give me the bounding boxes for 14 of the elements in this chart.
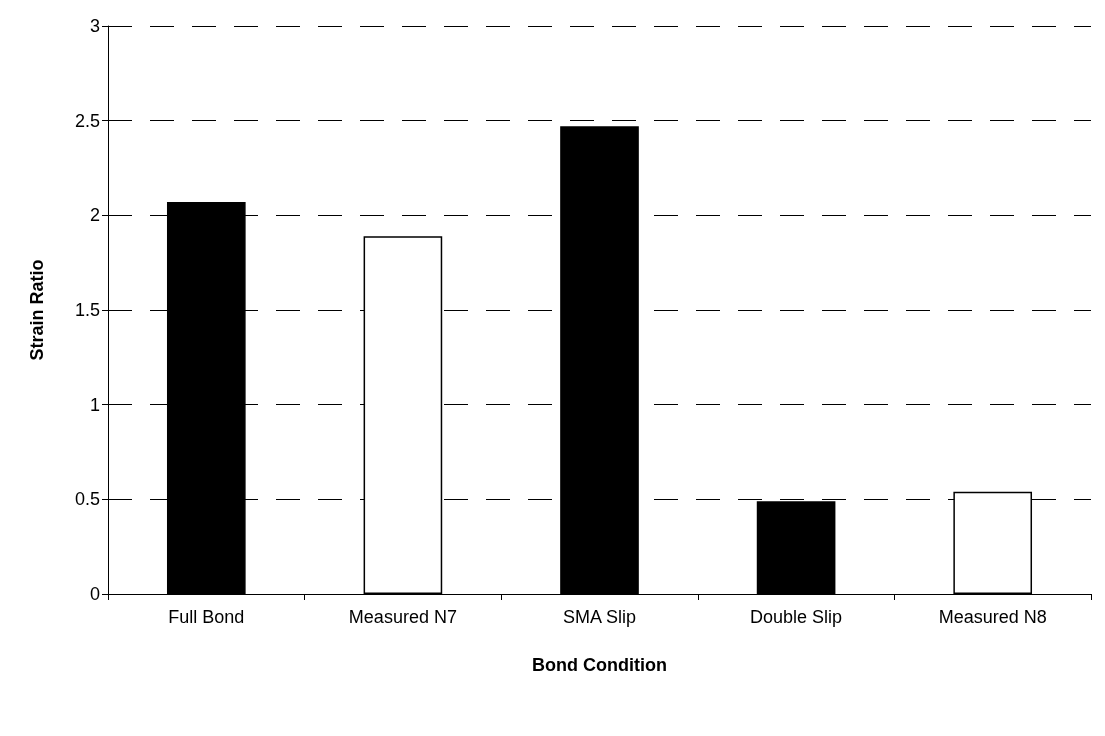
x-tick-label: Measured N7 bbox=[348, 607, 457, 627]
x-tick-label: Measured N8 bbox=[938, 607, 1047, 627]
x-axis-title: Bond Condition bbox=[532, 655, 667, 675]
x-tick-label: Double Slip bbox=[750, 607, 843, 627]
y-axis-title: Strain Ratio bbox=[27, 259, 47, 361]
y-tick-label: 0 bbox=[89, 584, 100, 604]
y-tick-label: 1 bbox=[89, 394, 100, 415]
y-tick-label: 0.5 bbox=[74, 489, 100, 510]
y-tick-label: 2 bbox=[89, 205, 100, 226]
x-tick-label: SMA Slip bbox=[562, 607, 637, 627]
y-tick-label: 1.5 bbox=[74, 300, 100, 320]
y-tick-label: 3 bbox=[89, 16, 100, 36]
y-tick-label: 2.5 bbox=[74, 110, 100, 131]
x-tick-label: Full Bond bbox=[168, 607, 245, 627]
